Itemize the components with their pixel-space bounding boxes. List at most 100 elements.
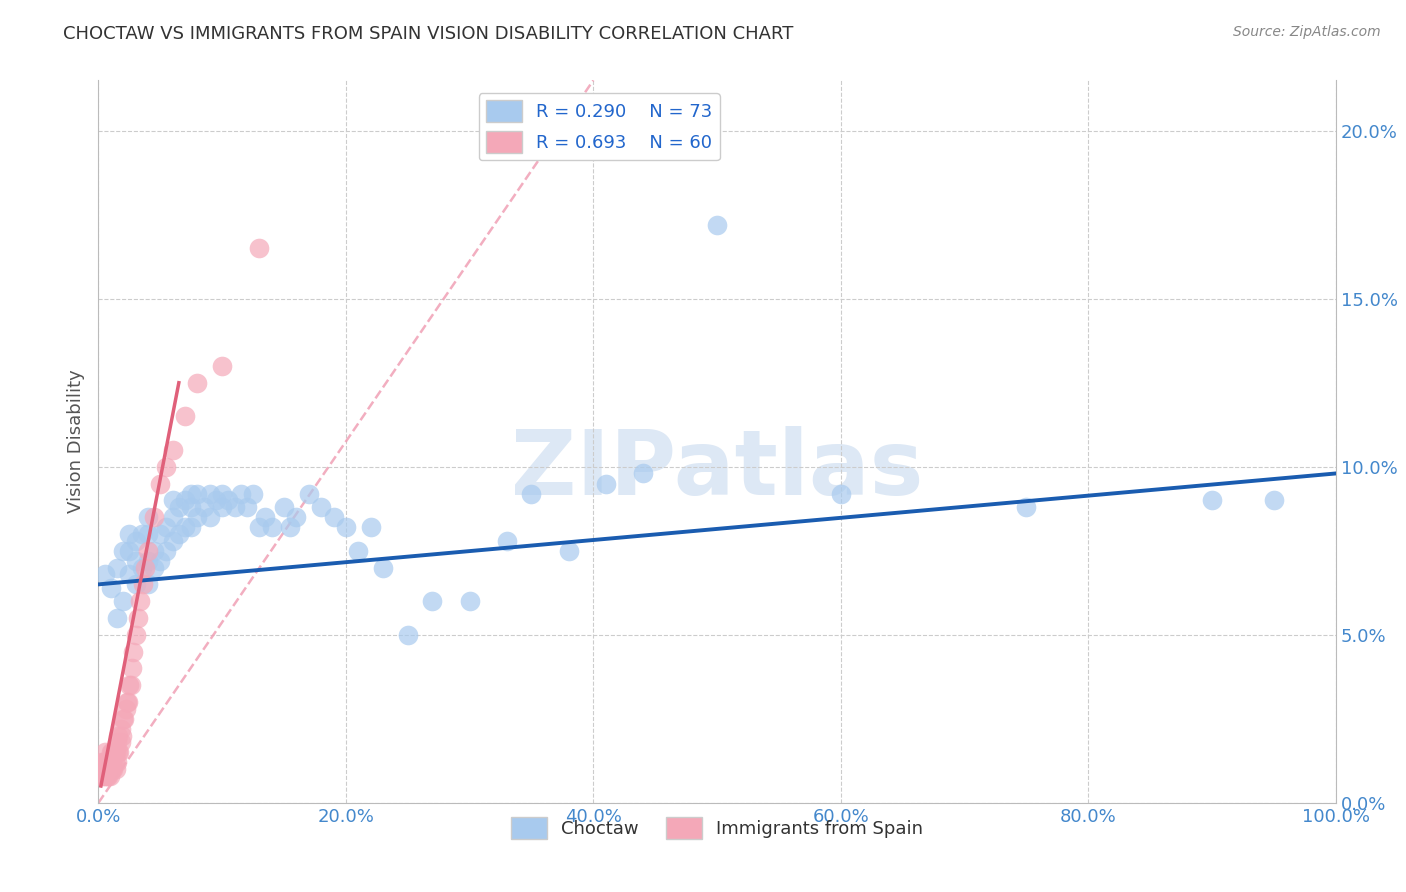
Point — [132, 577, 155, 591]
Point — [278, 520, 301, 534]
Point — [93, 769, 115, 783]
Point — [91, 762, 114, 776]
Point — [631, 467, 654, 481]
Point — [458, 594, 481, 608]
Point — [131, 527, 153, 541]
Point — [103, 745, 125, 759]
Point — [101, 745, 124, 759]
Point — [112, 594, 135, 608]
Point — [112, 712, 135, 726]
Point — [211, 500, 233, 514]
Point — [112, 712, 135, 726]
Point — [273, 500, 295, 514]
Point — [93, 769, 115, 783]
Point — [211, 359, 233, 373]
Point — [162, 510, 184, 524]
Point — [174, 409, 197, 424]
Point — [97, 762, 120, 776]
Point — [1201, 493, 1223, 508]
Point — [247, 241, 270, 255]
Point — [103, 756, 125, 770]
Point — [93, 567, 115, 582]
Point — [118, 527, 141, 541]
Point — [101, 762, 124, 776]
Point — [247, 520, 270, 534]
Point — [100, 745, 122, 759]
Point — [103, 762, 125, 776]
Point — [136, 527, 159, 541]
Point — [347, 543, 370, 558]
Point — [136, 554, 159, 568]
Point — [131, 560, 153, 574]
Point — [422, 594, 444, 608]
Point — [100, 762, 122, 776]
Point — [115, 695, 138, 709]
Point — [129, 594, 152, 608]
Point — [120, 678, 142, 692]
Point — [162, 533, 184, 548]
Y-axis label: Vision Disability: Vision Disability — [66, 369, 84, 514]
Point — [149, 527, 172, 541]
Point — [103, 745, 125, 759]
Point — [112, 543, 135, 558]
Point — [830, 486, 852, 500]
Point — [371, 560, 394, 574]
Point — [162, 442, 184, 457]
Point — [91, 756, 114, 770]
Point — [124, 533, 146, 548]
Point — [396, 628, 419, 642]
Point — [198, 510, 221, 524]
Point — [105, 756, 128, 770]
Point — [211, 486, 233, 500]
Point — [134, 560, 156, 574]
Point — [96, 762, 118, 776]
Point — [124, 577, 146, 591]
Point — [107, 745, 129, 759]
Point — [260, 520, 283, 534]
Text: Source: ZipAtlas.com: Source: ZipAtlas.com — [1233, 25, 1381, 39]
Point — [124, 554, 146, 568]
Point — [111, 729, 134, 743]
Point — [136, 510, 159, 524]
Point — [93, 745, 115, 759]
Point — [495, 533, 517, 548]
Point — [1263, 493, 1285, 508]
Point — [98, 756, 121, 770]
Point — [180, 500, 202, 514]
Point — [94, 762, 117, 776]
Point — [155, 520, 177, 534]
Point — [118, 567, 141, 582]
Point — [229, 486, 252, 500]
Point — [114, 702, 136, 716]
Point — [236, 500, 259, 514]
Point — [97, 769, 120, 783]
Legend: Choctaw, Immigrants from Spain: Choctaw, Immigrants from Spain — [503, 809, 931, 846]
Point — [117, 695, 139, 709]
Text: ZIPatlas: ZIPatlas — [510, 426, 924, 515]
Point — [309, 500, 332, 514]
Point — [143, 560, 166, 574]
Point — [143, 510, 166, 524]
Point — [520, 486, 543, 500]
Point — [155, 459, 177, 474]
Point — [97, 756, 120, 770]
Point — [186, 510, 208, 524]
Point — [121, 661, 143, 675]
Point — [205, 493, 228, 508]
Point — [118, 543, 141, 558]
Point — [105, 735, 128, 749]
Point — [100, 756, 122, 770]
Point — [1015, 500, 1038, 514]
Point — [90, 769, 112, 783]
Point — [127, 611, 149, 625]
Point — [706, 218, 728, 232]
Point — [174, 493, 197, 508]
Point — [557, 543, 579, 558]
Point — [94, 756, 117, 770]
Point — [143, 543, 166, 558]
Point — [242, 486, 264, 500]
Point — [105, 611, 128, 625]
Text: CHOCTAW VS IMMIGRANTS FROM SPAIN VISION DISABILITY CORRELATION CHART: CHOCTAW VS IMMIGRANTS FROM SPAIN VISION … — [63, 25, 793, 43]
Point — [174, 520, 197, 534]
Point — [595, 476, 617, 491]
